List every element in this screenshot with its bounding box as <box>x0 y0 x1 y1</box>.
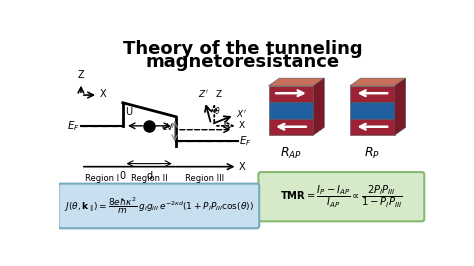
FancyBboxPatch shape <box>258 172 424 221</box>
Text: X: X <box>239 162 246 172</box>
Text: Region I: Region I <box>85 174 119 183</box>
FancyBboxPatch shape <box>58 184 259 228</box>
Text: Region III: Region III <box>185 174 225 183</box>
Text: Region II: Region II <box>131 174 167 183</box>
Text: Theory of the tunneling: Theory of the tunneling <box>123 40 363 58</box>
Polygon shape <box>395 78 406 135</box>
Polygon shape <box>350 86 395 102</box>
Text: X: X <box>100 89 106 99</box>
Text: U: U <box>125 107 132 117</box>
Text: $J(\theta, \mathbf{k}_{\parallel}) = \dfrac{8e\hbar\kappa^2}{m}\,g_I g_{III}\,e^: $J(\theta, \mathbf{k}_{\parallel}) = \df… <box>64 196 254 216</box>
Text: eV: eV <box>162 123 173 132</box>
Polygon shape <box>350 119 395 135</box>
Text: $R_{AP}$: $R_{AP}$ <box>280 146 302 161</box>
Text: d: d <box>146 171 152 181</box>
Polygon shape <box>350 102 395 119</box>
Text: Z: Z <box>78 70 84 80</box>
Text: $E_F$: $E_F$ <box>239 134 252 148</box>
Text: X: X <box>239 121 245 130</box>
Polygon shape <box>268 102 313 119</box>
Text: magnetoresistance: magnetoresistance <box>146 53 340 72</box>
Polygon shape <box>313 78 324 135</box>
Polygon shape <box>268 78 324 86</box>
Polygon shape <box>268 86 313 102</box>
Text: $\mathbf{TMR} = \dfrac{I_P - I_{AP}}{I_{AP}} \propto \dfrac{2P_I P_{III}}{1 - P_: $\mathbf{TMR} = \dfrac{I_P - I_{AP}}{I_{… <box>280 183 402 210</box>
Polygon shape <box>350 78 406 86</box>
Text: $R_P$: $R_P$ <box>365 146 380 161</box>
Text: Z: Z <box>216 90 222 99</box>
Text: 0: 0 <box>120 171 126 181</box>
Text: $Z'$: $Z'$ <box>198 88 209 99</box>
Text: $E_F$: $E_F$ <box>66 119 80 133</box>
Text: $\theta$: $\theta$ <box>214 105 221 116</box>
Polygon shape <box>268 119 313 135</box>
Text: $X'$: $X'$ <box>236 108 247 119</box>
